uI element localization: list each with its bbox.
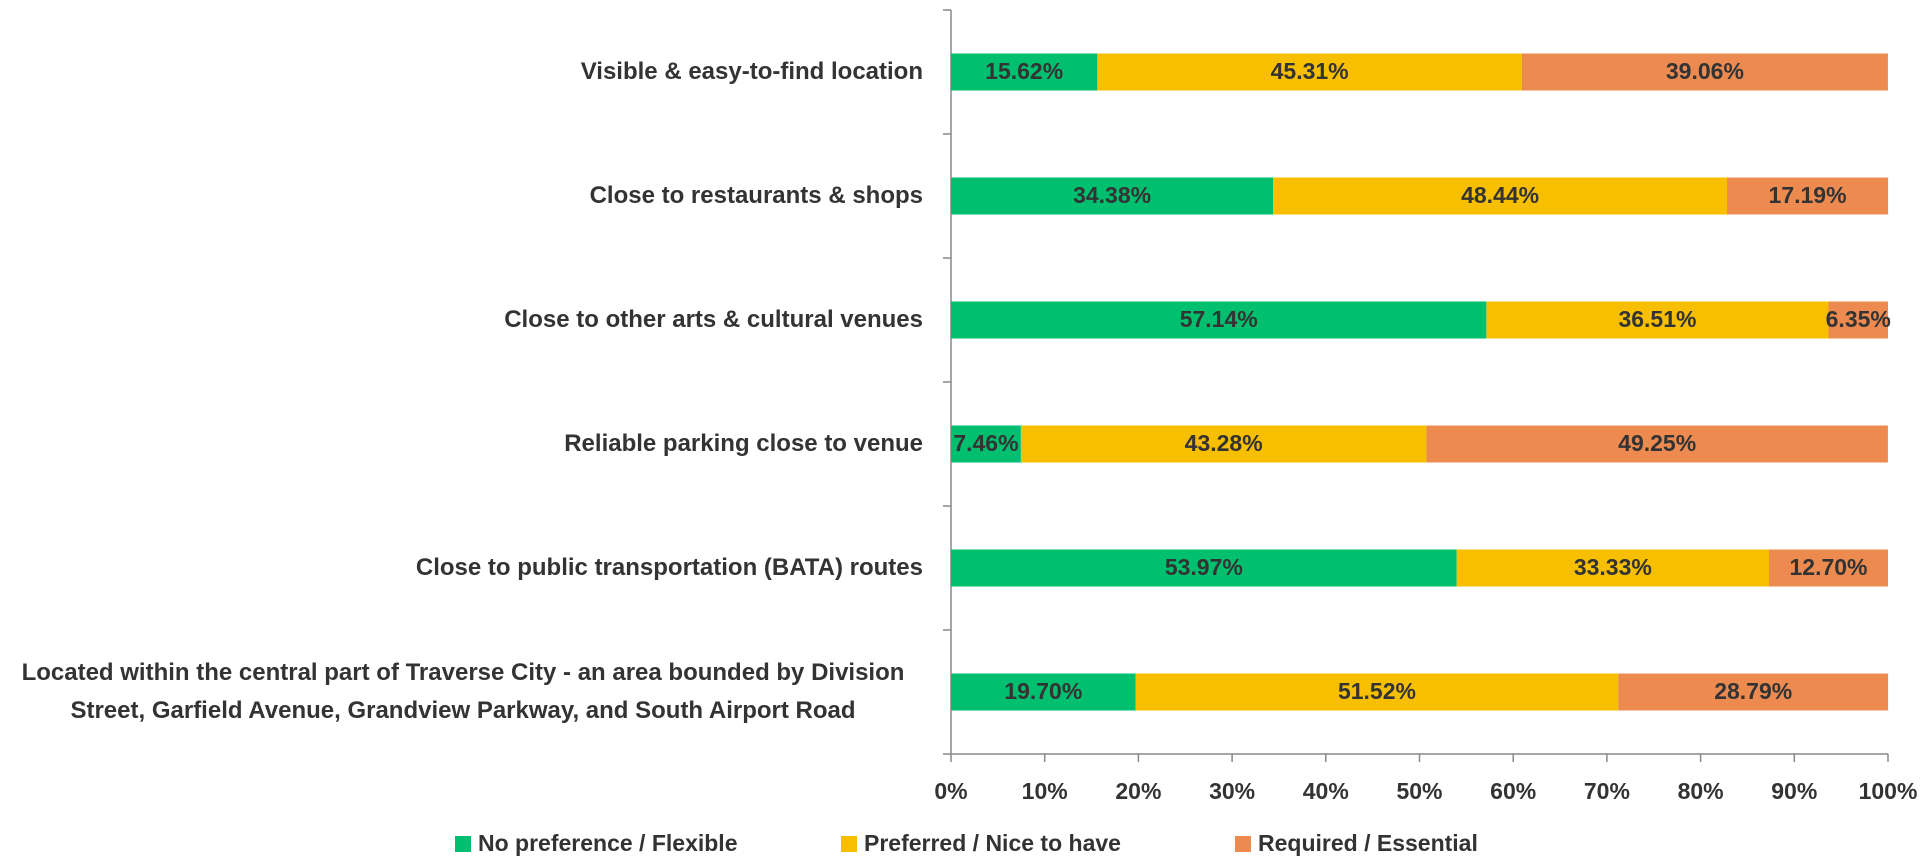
bar-segment bbox=[951, 549, 1457, 587]
data-label: 34.38% bbox=[1073, 182, 1151, 208]
data-label: 7.46% bbox=[953, 430, 1018, 456]
data-label: 36.51% bbox=[1618, 306, 1696, 332]
y-tick-label: Visible & easy-to-find location bbox=[580, 58, 923, 85]
data-label: 12.70% bbox=[1789, 554, 1867, 580]
x-tick-label: 60% bbox=[1490, 778, 1536, 804]
data-label: 17.19% bbox=[1769, 182, 1847, 208]
data-label: 15.62% bbox=[985, 58, 1063, 84]
x-tick-label: 90% bbox=[1771, 778, 1817, 804]
data-label: 33.33% bbox=[1574, 554, 1652, 580]
bar-segment bbox=[1426, 425, 1888, 463]
bar-segment bbox=[1828, 301, 1888, 339]
bar-segment bbox=[1097, 53, 1522, 91]
bar-segment bbox=[951, 177, 1274, 215]
bar-segment bbox=[1727, 177, 1889, 215]
y-tick-label: Reliable parking close to venue bbox=[564, 430, 923, 457]
data-label: 45.31% bbox=[1271, 58, 1349, 84]
bar-segment bbox=[1618, 673, 1889, 711]
data-label: 48.44% bbox=[1461, 182, 1539, 208]
x-tick-label: 40% bbox=[1303, 778, 1349, 804]
y-tick-label: Close to restaurants & shops bbox=[589, 182, 923, 209]
x-tick-label: 80% bbox=[1678, 778, 1724, 804]
data-label: 28.79% bbox=[1714, 678, 1792, 704]
x-tick-label: 70% bbox=[1584, 778, 1630, 804]
bar-segment bbox=[1521, 53, 1888, 91]
y-tick-label: Located within the central part of Trave… bbox=[21, 659, 905, 724]
bar-segment bbox=[1456, 549, 1770, 587]
legend-swatch bbox=[455, 836, 471, 852]
data-label: 19.70% bbox=[1004, 678, 1082, 704]
bar-segment bbox=[951, 301, 1487, 339]
data-label: 51.52% bbox=[1338, 678, 1416, 704]
data-label: 43.28% bbox=[1185, 430, 1263, 456]
data-label: 53.97% bbox=[1165, 554, 1243, 580]
x-tick-label: 0% bbox=[934, 778, 967, 804]
data-label: 49.25% bbox=[1618, 430, 1696, 456]
bar-segment bbox=[1486, 301, 1829, 339]
y-tick-label: Close to public transportation (BATA) ro… bbox=[415, 554, 923, 581]
legend-label: Preferred / Nice to have bbox=[864, 830, 1121, 856]
legend-label: Required / Essential bbox=[1258, 830, 1478, 856]
x-tick-label: 50% bbox=[1396, 778, 1442, 804]
bar-segment bbox=[1273, 177, 1728, 215]
bar-segment bbox=[951, 425, 1021, 463]
x-tick-label: 100% bbox=[1859, 778, 1918, 804]
legend-swatch bbox=[841, 836, 857, 852]
y-tick-label: Close to other arts & cultural venues bbox=[504, 306, 923, 333]
x-tick-label: 30% bbox=[1209, 778, 1255, 804]
data-label: 6.35% bbox=[1826, 306, 1891, 332]
data-label: 57.14% bbox=[1180, 306, 1258, 332]
data-label: 39.06% bbox=[1666, 58, 1744, 84]
bar-segment bbox=[951, 673, 1136, 711]
bar-segment bbox=[1135, 673, 1619, 711]
bar-segment bbox=[1020, 425, 1427, 463]
x-tick-label: 20% bbox=[1115, 778, 1161, 804]
legend-label: No preference / Flexible bbox=[478, 830, 737, 856]
x-tick-label: 10% bbox=[1022, 778, 1068, 804]
bar-segment bbox=[1769, 549, 1888, 587]
bar-segment bbox=[951, 53, 1098, 91]
legend-swatch bbox=[1235, 836, 1251, 852]
